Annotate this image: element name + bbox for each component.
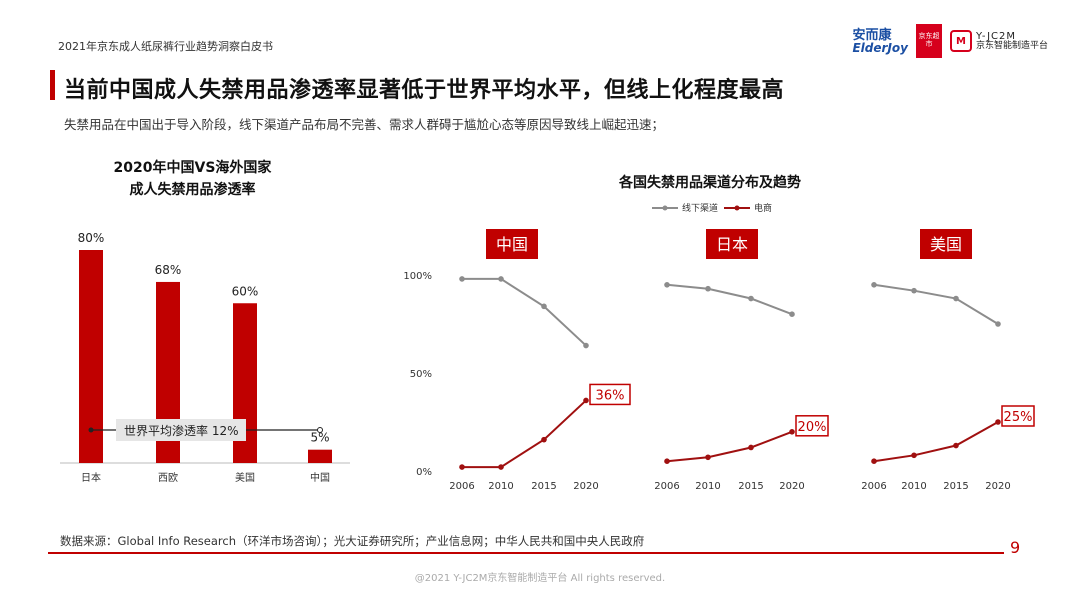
online-point (498, 464, 504, 470)
online-point (748, 444, 754, 451)
world-average-label-box (116, 419, 246, 441)
country-label: 日本 (716, 235, 748, 254)
online-point (541, 436, 547, 443)
online-point (664, 458, 670, 465)
end-value-label: 25% (1004, 410, 1033, 425)
x-tick-label: 2010 (695, 481, 720, 492)
x-tick-label: 2006 (654, 481, 679, 492)
x-tick-label: 2020 (985, 481, 1010, 492)
country-label-box (920, 229, 972, 259)
country-label: 中国 (496, 235, 528, 254)
online-point (459, 464, 465, 470)
online-point (789, 429, 795, 435)
anerkang-logo: 安而康 ElderJoy (852, 29, 908, 54)
x-tick-label: 2015 (738, 481, 763, 492)
end-value-box (589, 383, 631, 406)
logo-group: 安而康 ElderJoy 京东超市 M Y-JC2M 京东智能制造平台 (852, 24, 1048, 58)
copyright: @2021 Y-JC2M京东智能制造平台 All rights reserved… (414, 573, 666, 584)
legend-online: 电商 (724, 201, 772, 214)
offline-series-line (873, 283, 999, 325)
line-chart-title: 各国失禁用品渠道分布及趋势 (619, 175, 801, 191)
online-point (583, 397, 589, 404)
yjc2m-logo-en: Y-JC2M (975, 30, 1016, 42)
page-number: 9 (1010, 538, 1021, 557)
offline-point (789, 311, 795, 318)
offline-point (911, 287, 917, 294)
online-point (995, 419, 1001, 425)
bar-chart-title-line-2: 成人失禁用品渗透率 (129, 182, 256, 198)
x-tick-label: 2006 (449, 481, 474, 492)
end-value-label: 20% (798, 420, 827, 435)
bar-value-label: 80% (78, 231, 105, 245)
x-tick-label: 2010 (488, 481, 513, 492)
bar-category-label: 中国 (310, 471, 330, 484)
bar-category-label: 西欧 (158, 472, 178, 484)
line-chart-legend: 线下渠道 电商 (652, 201, 772, 214)
legend-online-label: 电商 (754, 204, 773, 214)
online-series-line (666, 430, 793, 463)
bar-chart-title-line-1: 2020年中国VS海外国家 (113, 160, 272, 176)
bar-category-label: 日本 (81, 471, 101, 484)
online-series-line (873, 421, 999, 463)
subheadline: 失禁用品在中国出于导入阶段，线下渠道产品布局不完善、需求人群碍于尴尬心态等原因导… (64, 117, 665, 132)
x-tick-label: 2006 (861, 481, 886, 492)
world-average-end-point (317, 427, 323, 433)
bar-value-label: 60% (232, 284, 259, 298)
x-tick-label: 2020 (573, 481, 598, 492)
x-tick-label: 2015 (531, 481, 556, 492)
country-label: 美国 (930, 235, 962, 254)
online-point (953, 442, 959, 449)
bar-chart-title: 2020年中国VS海外国家 成人失禁用品渗透率 (70, 157, 315, 201)
online-point (705, 454, 711, 461)
bar-3 (308, 449, 332, 463)
report-title: 2021年京东成人纸尿裤行业趋势洞察白皮书 (58, 40, 273, 53)
yjc2m-logo-cn: 京东智能制造平台 (975, 40, 1048, 51)
end-value-box (795, 415, 829, 437)
anerkang-logo-en: ElderJoy (852, 40, 908, 55)
offline-point (498, 276, 504, 282)
yjc2m-logo: M Y-JC2M 京东智能制造平台 (949, 30, 1048, 52)
end-value-box (1001, 405, 1035, 427)
country-label-box (486, 229, 538, 259)
online-point (871, 458, 877, 465)
bar-value-label: 5% (310, 431, 329, 445)
offline-series-line (666, 283, 793, 316)
offline-point (541, 303, 547, 310)
headline: 当前中国成人失禁用品渗透率显著低于世界平均水平，但线上化程度最高 (64, 78, 785, 103)
x-tick-label: 2010 (901, 481, 926, 492)
y-tick-label: 0% (416, 467, 432, 478)
end-value-label: 36% (596, 388, 625, 403)
offline-point (871, 282, 877, 288)
world-average-start-point (88, 427, 94, 433)
y-tick-label: 100% (403, 271, 432, 282)
offline-point (583, 342, 589, 349)
online-point (911, 452, 917, 459)
y-tick-label: 50% (410, 369, 432, 380)
x-tick-label: 2015 (943, 481, 968, 492)
x-tick-label: 2020 (779, 481, 804, 492)
headline-accent-bar (50, 70, 55, 100)
jd-supermarket-logo: 京东超市 (915, 24, 942, 58)
offline-point (459, 276, 465, 282)
offline-series-line (462, 277, 587, 347)
legend-offline-label: 线下渠道 (682, 204, 719, 214)
bar-category-label: 美国 (235, 471, 255, 484)
world-average-label: 世界平均渗透率 12% (124, 423, 239, 438)
offline-point (664, 282, 670, 288)
offline-point (995, 321, 1001, 327)
bar-value-label: 68% (155, 263, 182, 277)
legend-offline: 线下渠道 (652, 201, 718, 214)
offline-point (953, 295, 959, 302)
footer-divider (48, 552, 1004, 554)
online-series-line (462, 399, 587, 469)
anerkang-logo-cn: 安而康 (852, 27, 892, 43)
offline-point (748, 295, 754, 302)
offline-point (705, 285, 711, 292)
country-label-box (706, 229, 758, 259)
yjc2m-mark-icon: M (949, 30, 972, 52)
data-source: 数据来源：Global Info Research（环洋市场咨询）；光大证券研究… (60, 534, 645, 548)
